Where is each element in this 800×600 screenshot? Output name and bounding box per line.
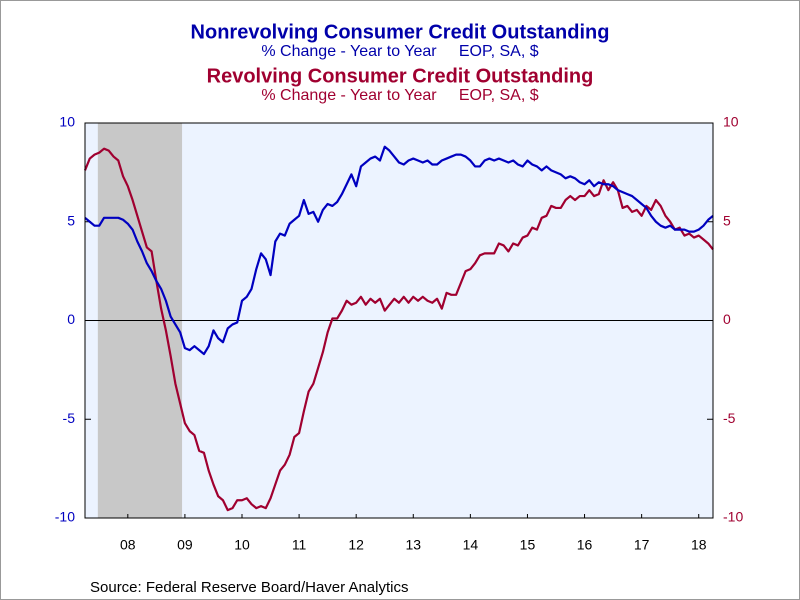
y-tick-label: 0 — [67, 311, 75, 327]
series-line — [84, 145, 714, 356]
x-tick-label: 17 — [634, 537, 650, 553]
x-tick-label: 18 — [691, 537, 707, 553]
y2-tick-label: 0 — [723, 311, 731, 327]
x-tick-label: 12 — [348, 537, 364, 553]
y-tick-label: 10 — [59, 114, 75, 130]
x-tick-label: 08 — [120, 537, 136, 553]
x-tick-label: 14 — [463, 537, 479, 553]
series-title: Nonrevolving Consumer Credit Outstanding — [191, 21, 610, 43]
y2-tick-label: 10 — [723, 114, 739, 130]
x-tick-label: 11 — [292, 537, 307, 553]
plot-border — [84, 122, 714, 519]
x-tick-label: 13 — [405, 537, 421, 553]
y2-tick-label: -5 — [723, 410, 736, 426]
series-subtitle: % Change - Year to Year EOP, SA, $ — [261, 43, 538, 60]
y2-tick-label: 5 — [723, 212, 731, 228]
x-tick-label: 09 — [177, 537, 193, 553]
x-tick-label: 15 — [520, 537, 536, 553]
y-tick-label: 5 — [67, 212, 75, 228]
series-subtitle: % Change - Year to Year EOP, SA, $ — [261, 87, 538, 104]
x-tick-label: 10 — [234, 537, 250, 553]
y-tick-label: -5 — [63, 410, 76, 426]
source: Source: Federal Reserve Board/Haver Anal… — [90, 579, 408, 596]
x-tick-label: 16 — [577, 537, 593, 553]
series-line — [83, 147, 714, 512]
y-tick-label: -10 — [55, 509, 75, 525]
series-title: Revolving Consumer Credit Outstanding — [207, 65, 594, 87]
y2-tick-label: -10 — [723, 509, 743, 525]
